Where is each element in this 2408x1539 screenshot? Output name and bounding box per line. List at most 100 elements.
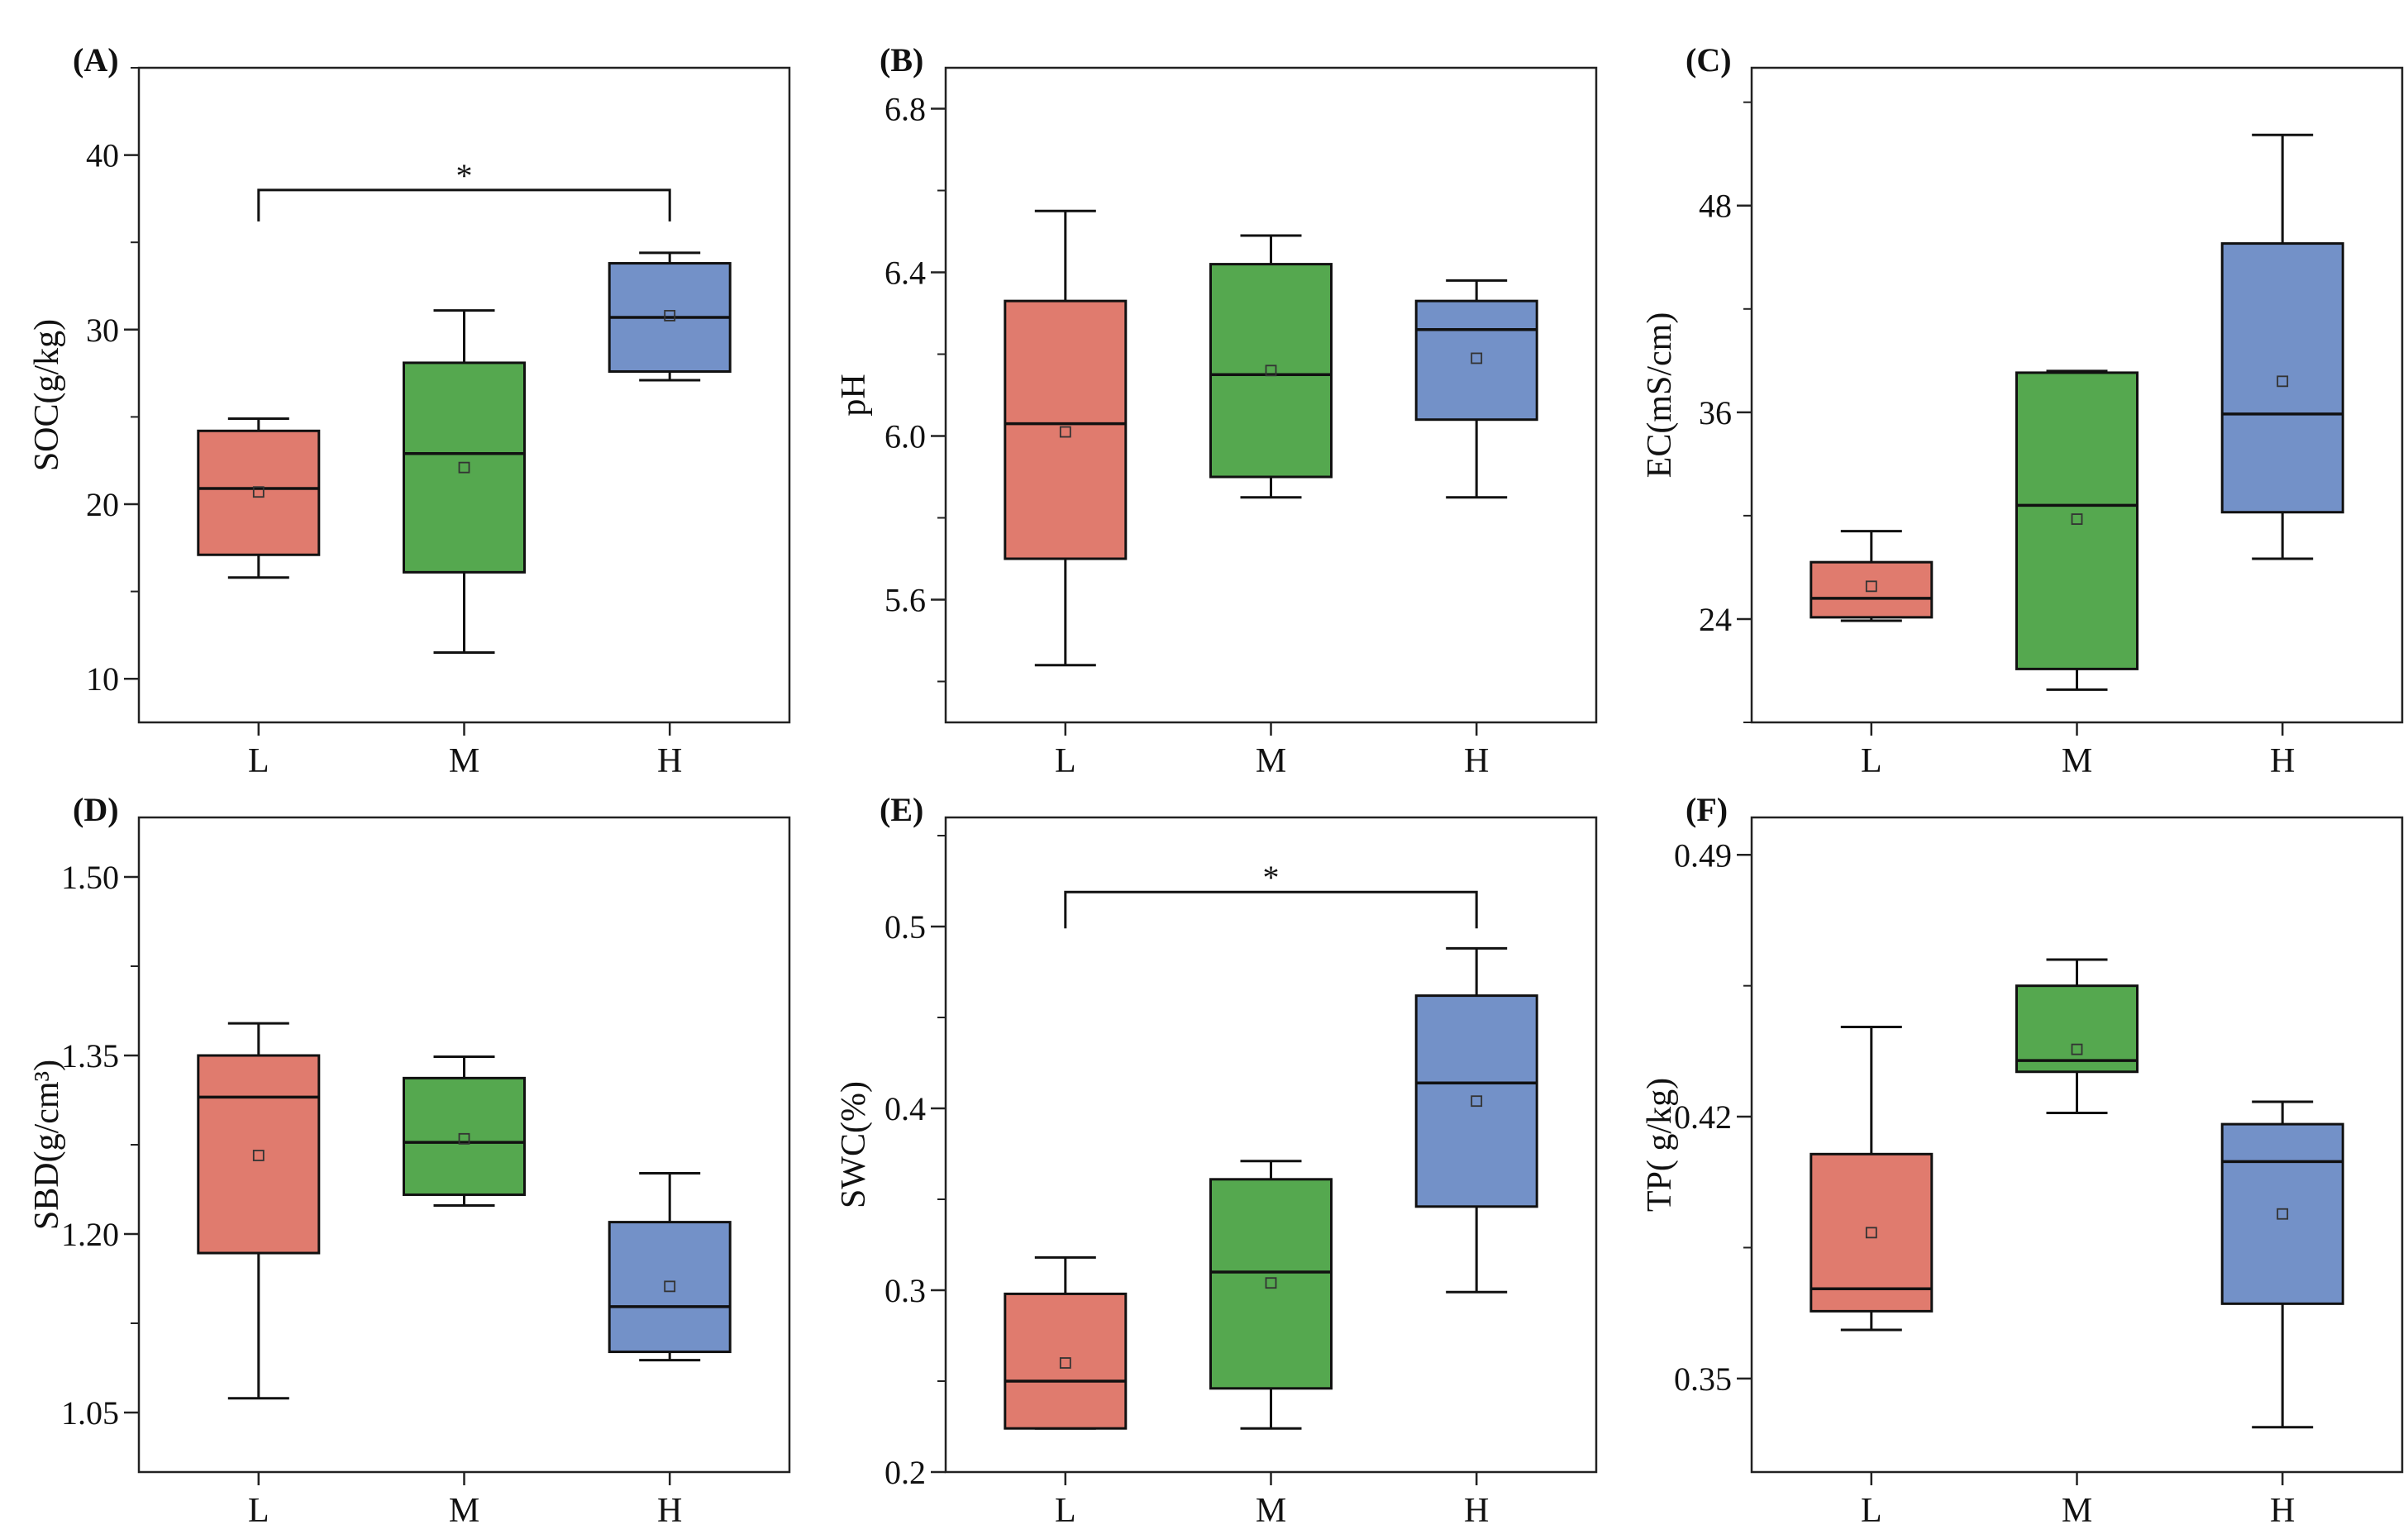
- box-iqr: [1414, 994, 1538, 1208]
- panel-label: (E): [880, 791, 923, 828]
- panel-a: (A) SOC(g/kg) 10 20 30 40 L M H *: [28, 41, 791, 780]
- y-tick-label: 1.05: [61, 1394, 119, 1432]
- x-tick-label-l: L: [1055, 742, 1076, 780]
- y-tick-label: 20: [86, 486, 119, 523]
- x-tick-label-l: L: [1861, 1492, 1882, 1530]
- mean-marker: [664, 1280, 676, 1293]
- panel-label: (B): [880, 41, 923, 79]
- y-tick-label: 36: [1699, 394, 1732, 431]
- x-tick-label-m: M: [449, 742, 479, 780]
- x-tick-label-l: L: [248, 742, 269, 780]
- box-iqr: [1810, 560, 1934, 619]
- panel-d: (D) SBD(g/cm³) 1.05 1.20 1.35 1.50 L M H: [28, 791, 791, 1530]
- y-tick-label: 30: [86, 312, 119, 349]
- x-tick-label-h: H: [2270, 742, 2295, 780]
- mean-marker: [1865, 1227, 1877, 1239]
- box-m: [403, 309, 526, 655]
- box-iqr: [403, 361, 526, 574]
- significance-label: *: [1263, 859, 1280, 896]
- box-l: [1810, 1025, 1934, 1332]
- x-tick-label-h: H: [657, 742, 682, 780]
- mean-marker: [252, 1150, 265, 1161]
- box-h: [608, 1172, 732, 1362]
- y-axis-title: SOC(g/kg): [28, 319, 66, 471]
- box-h: [2220, 133, 2344, 560]
- box-l: [1810, 530, 1934, 622]
- box-iqr: [1414, 299, 1538, 422]
- box-h: [2220, 1100, 2344, 1429]
- box-h: [1414, 946, 1538, 1294]
- mean-marker: [664, 310, 676, 322]
- box-iqr: [2220, 1122, 2344, 1305]
- y-tick-label: 6.8: [885, 91, 926, 128]
- panel-label: (A): [73, 41, 119, 79]
- mean-marker: [252, 486, 265, 498]
- y-tick-label: 24: [1699, 601, 1732, 638]
- y-tick-label: 40: [86, 137, 119, 174]
- box-iqr: [197, 429, 321, 556]
- box-m: [1209, 1160, 1333, 1430]
- x-tick-label-l: L: [1861, 742, 1882, 780]
- panel-e: (E) SWC(%) 0.2 0.3 0.4 0.5 L M H *: [835, 791, 1598, 1530]
- y-axis-title: pH: [835, 374, 873, 416]
- mean-marker: [1265, 1277, 1277, 1289]
- box-l: [1004, 1256, 1128, 1430]
- box-m: [403, 1055, 526, 1207]
- y-axis-title: SBD(g/cm³): [28, 1060, 66, 1230]
- y-tick-label: 5.6: [885, 582, 926, 619]
- x-tick-label-h: H: [1464, 742, 1489, 780]
- y-tick-label: 0.3: [885, 1272, 926, 1309]
- box-h: [608, 251, 732, 382]
- box-iqr: [1209, 263, 1333, 479]
- y-axis-title: SWC(%): [835, 1081, 873, 1208]
- panel-f: (F) TP( g/kg) 0.35 0.42 0.49 L M H: [1641, 791, 2404, 1530]
- mean-marker: [458, 461, 470, 474]
- box-iqr: [403, 1076, 526, 1196]
- y-tick-label: 0.2: [885, 1454, 926, 1491]
- x-tick-label-m: M: [2062, 742, 2092, 780]
- x-tick-label-h: H: [657, 1492, 682, 1530]
- mean-marker: [2071, 1043, 2083, 1055]
- y-tick-label: 1.50: [61, 859, 119, 896]
- y-tick-label: 6.0: [885, 418, 926, 455]
- y-tick-label: 0.4: [885, 1090, 926, 1127]
- y-tick-label: 0.42: [1674, 1098, 1732, 1136]
- mean-marker: [1265, 364, 1277, 377]
- panel-c: (C) EC(mS/cm) 24 36 48 L M H: [1641, 41, 2404, 780]
- panel-b: (B) pH 5.6 6.0 6.4 6.8 L M H: [835, 41, 1598, 780]
- significance-label: *: [456, 157, 473, 194]
- y-tick-label: 10: [86, 660, 119, 698]
- box-iqr: [1004, 1292, 1128, 1430]
- mean-marker: [1865, 580, 1877, 593]
- x-tick-label-m: M: [2062, 1492, 2092, 1530]
- x-tick-label-m: M: [449, 1492, 479, 1530]
- box-l: [197, 417, 321, 579]
- mean-marker: [2277, 1208, 2289, 1220]
- box-iqr: [608, 1221, 732, 1354]
- x-tick-label-h: H: [2270, 1492, 2295, 1530]
- box-iqr: [1209, 1178, 1333, 1390]
- significance-bracket: [257, 188, 671, 222]
- mean-marker: [2277, 375, 2289, 388]
- mean-marker: [1471, 1095, 1483, 1108]
- box-l: [1004, 209, 1128, 667]
- box-iqr: [2015, 984, 2139, 1074]
- mean-marker: [458, 1132, 470, 1145]
- y-axis-title: TP( g/kg): [1641, 1078, 1679, 1212]
- y-tick-label: 1.35: [61, 1037, 119, 1074]
- y-tick-label: 6.4: [885, 255, 926, 292]
- y-tick-label: 1.20: [61, 1216, 119, 1253]
- y-tick-label: 0.49: [1674, 836, 1732, 874]
- box-iqr: [2015, 371, 2139, 670]
- panel-label: (F): [1686, 791, 1728, 828]
- box-iqr: [2220, 242, 2344, 514]
- box-m: [2015, 369, 2139, 691]
- box-iqr: [1810, 1152, 1934, 1313]
- y-axis-title: EC(mS/cm): [1641, 312, 1679, 479]
- mean-marker: [2071, 513, 2083, 525]
- box-m: [1209, 234, 1333, 499]
- y-tick-label: 48: [1699, 188, 1732, 225]
- x-tick-label-m: M: [1256, 742, 1286, 780]
